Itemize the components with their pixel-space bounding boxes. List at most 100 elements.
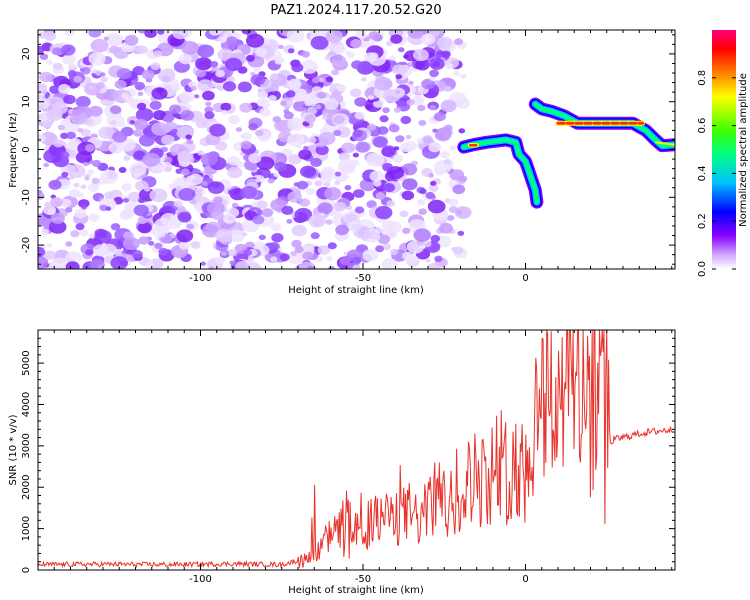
noise-blob bbox=[88, 213, 99, 222]
noise-blob bbox=[297, 89, 307, 96]
noise-blob bbox=[259, 235, 266, 240]
noise-blob bbox=[451, 247, 457, 252]
noise-blob bbox=[287, 133, 304, 146]
noise-blob bbox=[73, 76, 82, 83]
noise-blob bbox=[322, 116, 327, 120]
noise-blob bbox=[89, 52, 106, 65]
noise-blob bbox=[457, 231, 464, 236]
noise-blob bbox=[51, 257, 68, 270]
noise-blob bbox=[46, 60, 53, 65]
noise-blob bbox=[430, 181, 436, 186]
noise-blob bbox=[124, 35, 138, 46]
y-tick-label: 0 bbox=[21, 146, 32, 152]
noise-blob bbox=[160, 213, 176, 226]
noise-blob bbox=[195, 69, 206, 77]
noise-blob bbox=[390, 249, 398, 255]
noise-blob bbox=[246, 34, 264, 48]
noise-blob bbox=[154, 243, 162, 249]
noise-blob bbox=[117, 68, 132, 79]
noise-blob bbox=[366, 153, 384, 167]
noise-blob bbox=[269, 242, 280, 250]
noise-blob bbox=[138, 236, 149, 244]
noise-blob bbox=[324, 187, 341, 200]
noise-blob bbox=[396, 74, 402, 79]
noise-blob bbox=[300, 166, 316, 178]
noise-blob bbox=[317, 202, 332, 214]
noise-blob bbox=[268, 178, 275, 183]
noise-blob bbox=[181, 41, 199, 55]
noise-blob bbox=[274, 162, 287, 172]
colorbar-tick-label: 0.4 bbox=[697, 165, 708, 181]
noise-blob bbox=[460, 74, 467, 79]
noise-blob bbox=[402, 228, 410, 234]
noise-blob bbox=[187, 224, 195, 230]
noise-blob bbox=[76, 223, 85, 230]
noise-blob bbox=[109, 46, 120, 54]
noise-blob bbox=[417, 105, 425, 111]
noise-blob bbox=[445, 164, 453, 170]
noise-blob bbox=[158, 232, 166, 238]
spectrogram-panel: -100 -50 0 -20-1001020 Height of straight … bbox=[8, 24, 675, 296]
noise-blob bbox=[179, 91, 194, 103]
noise-blob bbox=[106, 206, 112, 210]
noise-blob bbox=[76, 96, 91, 108]
noise-blob bbox=[178, 212, 192, 223]
noise-blob bbox=[79, 229, 88, 236]
noise-blob bbox=[228, 249, 238, 256]
noise-blob bbox=[239, 103, 252, 113]
noise-blob bbox=[210, 61, 218, 67]
noise-blob bbox=[208, 181, 225, 194]
noise-blob bbox=[168, 183, 176, 189]
noise-blob bbox=[89, 86, 94, 90]
noise-blob bbox=[123, 198, 129, 203]
noise-blob bbox=[121, 93, 130, 100]
noise-blob bbox=[195, 57, 212, 70]
noise-blob bbox=[197, 150, 204, 155]
noise-blob bbox=[287, 191, 302, 202]
noise-blob bbox=[63, 95, 75, 104]
noise-blob bbox=[150, 62, 160, 70]
noise-blob bbox=[119, 210, 132, 220]
noise-blob bbox=[181, 169, 190, 176]
noise-blob bbox=[252, 215, 264, 224]
noise-blob bbox=[301, 51, 310, 58]
noise-blob bbox=[387, 221, 402, 233]
noise-blob bbox=[422, 135, 433, 143]
noise-blob bbox=[315, 105, 321, 110]
noise-blob bbox=[262, 208, 273, 217]
noise-blob bbox=[178, 188, 195, 201]
noise-blob bbox=[73, 183, 79, 188]
noise-blob bbox=[257, 91, 268, 99]
noise-blob bbox=[444, 86, 452, 92]
noise-blob bbox=[338, 159, 356, 173]
noise-blob bbox=[275, 58, 284, 65]
noise-blob bbox=[376, 192, 386, 200]
noise-blob bbox=[130, 120, 135, 124]
noise-blob bbox=[61, 172, 68, 177]
noise-blob bbox=[65, 241, 72, 246]
noise-blob bbox=[389, 56, 396, 61]
noise-blob bbox=[112, 131, 127, 143]
noise-blob bbox=[52, 47, 62, 55]
noise-blob bbox=[119, 167, 127, 173]
noise-blob bbox=[291, 63, 303, 72]
noise-blob bbox=[324, 98, 339, 110]
noise-blob bbox=[78, 193, 85, 198]
noise-blob bbox=[115, 80, 127, 89]
noise-blob bbox=[307, 137, 316, 144]
noise-blob bbox=[197, 79, 213, 92]
noise-blob bbox=[223, 81, 236, 91]
noise-blob bbox=[200, 262, 206, 266]
noise-blob bbox=[259, 108, 270, 117]
noise-blob bbox=[445, 63, 453, 69]
noise-blob bbox=[373, 136, 388, 148]
noise-blob bbox=[191, 241, 201, 249]
noise-blob bbox=[81, 67, 91, 75]
noise-blob bbox=[441, 100, 457, 112]
noise-blob bbox=[326, 256, 332, 261]
noise-blob bbox=[138, 198, 145, 203]
noise-blob bbox=[104, 192, 114, 200]
noise-blob bbox=[287, 118, 304, 131]
noise-blob bbox=[414, 228, 431, 241]
noise-blob bbox=[423, 241, 432, 248]
